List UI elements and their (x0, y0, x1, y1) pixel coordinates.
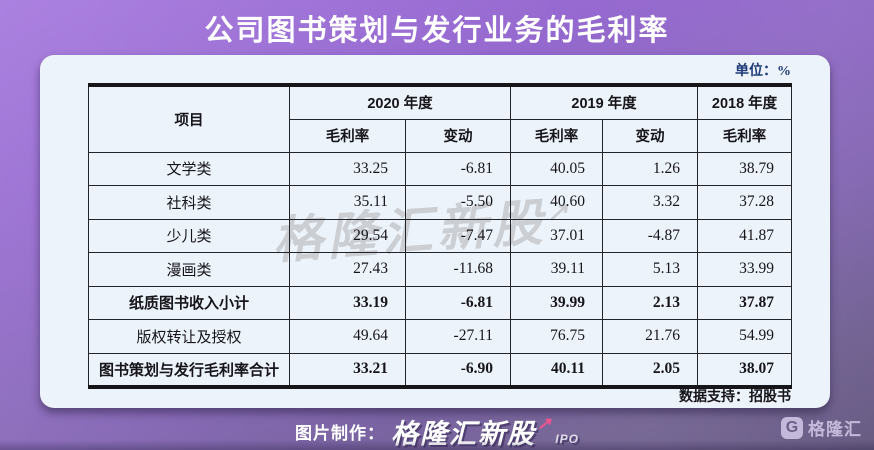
value-cell: 37.87 (697, 285, 793, 320)
row-label: 少儿类 (88, 218, 290, 253)
value-cell: 41.87 (697, 218, 793, 253)
year-header-row: 项目 2020 年度 2019 年度 2018 年度 (88, 84, 793, 153)
value-cell: 40.60 (510, 185, 604, 220)
arrow-up-icon: ↗ (537, 413, 554, 433)
sub-header-margin-2019: 毛利率 (510, 118, 604, 153)
value-cell: 33.19 (289, 285, 406, 320)
value-cell: -6.81 (404, 285, 512, 320)
sub-header-change-2020: 变动 (404, 118, 512, 153)
value-cell: 5.13 (602, 252, 699, 287)
value-cell: 21.76 (602, 319, 699, 354)
value-cell: 33.99 (697, 252, 793, 287)
value-cell: 29.54 (289, 218, 406, 253)
value-cell: -11.68 (404, 252, 512, 287)
year-2020-header: 2020 年度 (288, 84, 512, 120)
row-label: 文学类 (88, 151, 290, 186)
sub-header-margin-2020: 毛利率 (289, 118, 406, 153)
value-cell: -5.50 (404, 185, 512, 220)
value-cell: 49.64 (289, 319, 406, 354)
value-cell: 76.75 (510, 319, 604, 354)
table-card: 单位：% 格隆汇新股↗ 项目 2020 年度 2019 年度 2018 年度 毛… (40, 55, 830, 408)
table-row: 图书策划与发行毛利率合计 33.21 -6.90 40.11 2.05 38.07 (88, 352, 793, 387)
sub-header-margin-2018: 毛利率 (697, 118, 793, 153)
value-cell: 38.79 (697, 151, 793, 186)
logo-ipo-suffix: IPO (555, 431, 579, 446)
value-cell: 27.43 (289, 252, 406, 287)
logo-text: 格隆汇新股 (391, 418, 537, 449)
gross-margin-table: 项目 2020 年度 2019 年度 2018 年度 毛利率 变动 毛利率 变动… (88, 83, 793, 389)
sub-header-row: 毛利率 变动 毛利率 变动 毛利率 (89, 118, 793, 153)
table-row: 纸质图书收入小计 33.19 -6.81 39.99 2.13 37.87 (88, 285, 793, 320)
year-2019-header: 2019 年度 (510, 84, 699, 120)
value-cell: -27.11 (404, 319, 512, 354)
value-cell: 3.32 (602, 185, 699, 220)
table-row: 社科类 35.11 -5.50 40.60 3.32 37.28 (88, 185, 793, 220)
data-support-label: 数据支持：招股书 (679, 388, 791, 404)
year-2018-header: 2018 年度 (697, 84, 793, 120)
table-row: 版权转让及授权 49.64 -27.11 76.75 21.76 54.99 (88, 319, 793, 354)
gelonghui-logo: G 格隆汇 (781, 415, 862, 440)
page-title: 公司图书策划与发行业务的毛利率 (204, 14, 670, 47)
table-row: 文学类 33.25 -6.81 40.05 1.26 38.79 (88, 151, 793, 186)
value-cell: 2.05 (602, 352, 699, 387)
row-label: 版权转让及授权 (88, 319, 290, 354)
value-cell: 1.26 (602, 151, 699, 186)
unit-label: 单位：% (735, 64, 791, 79)
value-cell: 35.11 (289, 185, 406, 220)
row-label: 图书策划与发行毛利率合计 (88, 352, 290, 387)
table-row: 少儿类 29.54 -7.47 37.01 -4.87 41.87 (88, 218, 793, 253)
footer-prefix: 图片制作： (295, 423, 386, 443)
gelonghui-ipo-logo: 格隆汇新股↗IPO (391, 412, 579, 450)
value-cell: -6.81 (404, 151, 512, 186)
value-cell: 39.11 (510, 252, 604, 287)
value-cell: 37.28 (697, 185, 793, 220)
value-cell: -6.90 (404, 352, 512, 387)
row-label: 纸质图书收入小计 (88, 285, 290, 320)
item-column-header: 项目 (88, 84, 290, 153)
row-label: 漫画类 (88, 252, 290, 287)
gelonghui-g-icon: G (781, 416, 803, 439)
value-cell: 33.21 (289, 352, 406, 387)
value-cell: 40.11 (510, 352, 604, 387)
value-cell: 38.07 (697, 352, 793, 387)
value-cell: -7.47 (404, 218, 512, 253)
sub-header-change-2019: 变动 (602, 118, 699, 153)
footer-credit: 图片制作： 格隆汇新股↗IPO (0, 412, 874, 450)
value-cell: 39.99 (510, 285, 604, 320)
value-cell: 2.13 (602, 285, 699, 320)
value-cell: 37.01 (510, 218, 604, 253)
table-row: 漫画类 27.43 -11.68 39.11 5.13 33.99 (88, 252, 793, 287)
value-cell: 54.99 (697, 319, 793, 354)
gelonghui-logo-text: 格隆汇 (808, 420, 862, 439)
value-cell: 33.25 (289, 151, 406, 186)
value-cell: -4.87 (602, 218, 699, 253)
value-cell: 40.05 (510, 151, 604, 186)
row-label: 社科类 (88, 185, 290, 220)
